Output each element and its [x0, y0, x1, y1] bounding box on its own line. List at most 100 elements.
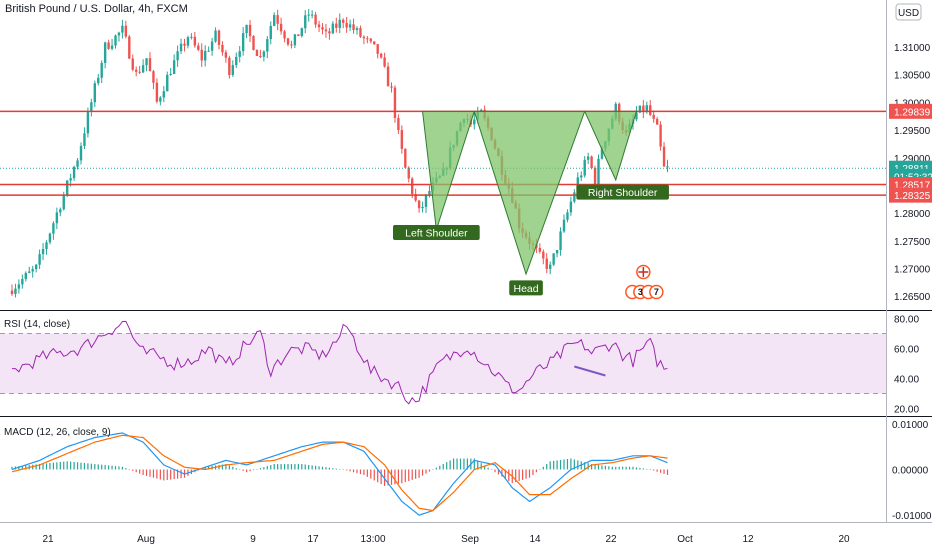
candle-body	[183, 43, 186, 46]
candle-body	[66, 180, 69, 195]
macd-histogram-bar	[466, 458, 468, 470]
macd-histogram-bar	[270, 465, 272, 470]
macd-histogram-bar	[490, 469, 493, 470]
time-tick-label: 12	[742, 534, 754, 545]
candle-body	[397, 118, 400, 131]
macd-histogram-bar	[401, 469, 403, 484]
price-tag-label: 1.28325	[894, 191, 931, 202]
candle-body	[362, 36, 366, 39]
macd-histogram-bar	[618, 466, 620, 470]
candle-body	[59, 209, 62, 213]
macd-histogram-bar	[611, 466, 613, 470]
macd-histogram-bar	[52, 462, 54, 470]
macd-histogram-bar	[549, 461, 551, 470]
time-tick-label: 14	[529, 534, 541, 545]
macd-histogram-bar	[173, 469, 175, 480]
candle-body	[407, 167, 410, 179]
candle-body	[321, 27, 324, 30]
price-tag-level[interactable]	[889, 187, 932, 203]
candle-body	[48, 233, 52, 243]
rsi-tick-label: 20.00	[894, 405, 919, 416]
candle-body	[38, 254, 41, 265]
macd-histogram-bar	[453, 458, 455, 470]
rsi-divergence-line[interactable]	[574, 365, 606, 377]
candle-body	[69, 178, 72, 181]
macd-histogram-bar	[152, 469, 155, 478]
candle-body	[200, 49, 203, 61]
price-tick-label: 1.29500	[894, 126, 931, 137]
macd-histogram-bar	[390, 469, 393, 485]
macd-histogram-bar	[121, 466, 123, 470]
macd-histogram-bar	[228, 465, 230, 470]
macd-histogram-bar	[208, 466, 210, 470]
candle-body	[238, 51, 241, 57]
rsi-line[interactable]	[12, 320, 668, 405]
signal-line[interactable]	[11, 434, 668, 512]
price-tag-label: 1.29839	[894, 107, 931, 118]
macd-histogram-bar	[418, 469, 420, 478]
macd-histogram-bar	[149, 469, 151, 477]
macd-histogram-bar	[221, 464, 224, 470]
macd-histogram-bar	[660, 469, 662, 473]
candle-body	[14, 288, 17, 294]
macd-histogram-bar	[45, 463, 48, 470]
macd-histogram-bar	[587, 463, 589, 470]
candle-body	[373, 41, 376, 45]
candle-body	[93, 83, 96, 103]
macd-histogram-bar	[280, 464, 282, 470]
candle-body	[566, 212, 569, 220]
macd-histogram-bar	[573, 459, 575, 470]
macd-histogram-bar	[97, 464, 99, 470]
right-shoulder-shape[interactable]	[583, 110, 638, 182]
rsi-tick-label: 40.00	[894, 375, 919, 386]
candle-body	[369, 38, 372, 42]
macd-histogram-bar	[397, 469, 399, 484]
macd-histogram-bar	[166, 469, 168, 480]
macd-histogram-bar	[308, 464, 310, 470]
macd-histogram-bar	[304, 464, 306, 470]
macd-histogram-bar	[346, 469, 348, 471]
macd-histogram-bar	[473, 458, 475, 470]
macd-histogram-bar	[156, 469, 158, 479]
macd-histogram-bar	[566, 459, 569, 470]
candle-body	[542, 251, 545, 259]
candle-body	[121, 25, 124, 33]
macd-tick-label: -0.01000	[892, 511, 932, 522]
candle-body	[279, 23, 283, 32]
macd-histogram-bar	[515, 469, 517, 483]
macd-histogram-bar	[366, 469, 368, 477]
pattern-label-left-shoulder[interactable]: Left Shoulder	[393, 225, 480, 240]
macd-histogram-bar	[432, 469, 434, 470]
left-shoulder-shape[interactable]	[421, 110, 475, 230]
symbol-title: British Pound / U.S. Dollar, 4h, FXCM	[5, 3, 188, 15]
currency-button[interactable]: USD	[895, 3, 922, 21]
candle-body	[638, 105, 642, 113]
pattern-label-right-shoulder[interactable]: Right Shoulder	[576, 184, 669, 200]
time-scale: 21 Aug 9 17 13:00 Sep 14 22 Oct 12 20	[42, 523, 932, 550]
candle-body	[569, 201, 573, 213]
macd-histogram-bar	[204, 466, 206, 470]
candle-body	[421, 206, 424, 209]
macd-histogram-bar	[584, 462, 586, 470]
candle-body	[114, 35, 117, 46]
macd-histogram-bar	[622, 466, 624, 470]
price-tag-label: 1.28517	[894, 181, 931, 192]
macd-histogram-bar	[11, 466, 13, 470]
candle-body	[400, 130, 404, 149]
price-tick-label: 1.30500	[894, 71, 931, 82]
candle-body	[62, 194, 65, 210]
head-shape[interactable]	[473, 110, 586, 276]
candle-body	[355, 28, 359, 31]
macd-histogram-bar	[90, 463, 92, 470]
price-tag-level[interactable]	[889, 103, 932, 119]
macd-histogram-bar	[297, 464, 299, 470]
candle-body	[45, 242, 48, 250]
pattern-label-head[interactable]: Head	[509, 280, 543, 296]
macd-histogram-bar	[497, 469, 500, 475]
macd-histogram-bar	[370, 469, 372, 479]
macd-histogram-bar	[525, 469, 527, 479]
macd-histogram-bar	[42, 463, 44, 470]
